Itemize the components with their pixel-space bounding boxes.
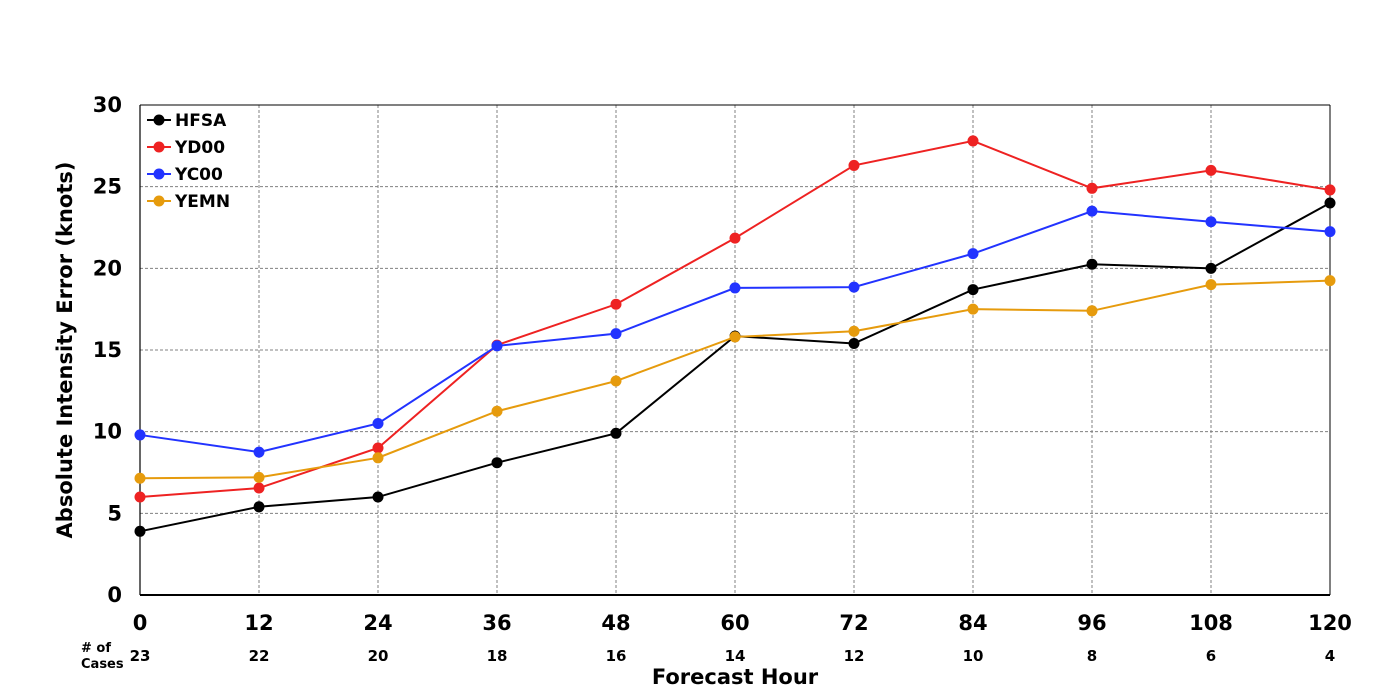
point-yd00 — [134, 491, 146, 503]
point-yd00 — [1205, 164, 1217, 176]
y-tick-label: 5 — [107, 501, 122, 525]
y-tick-label: 10 — [93, 420, 122, 444]
legend: HFSA YD00 YC00 YEMN — [147, 111, 230, 212]
point-yemn — [848, 325, 860, 337]
point-hfsa — [1324, 197, 1336, 209]
x-tick-label: 36 — [482, 611, 511, 635]
case-count-label: 10 — [963, 647, 984, 665]
point-hfsa — [967, 284, 979, 296]
point-yc00 — [491, 340, 503, 352]
legend-marker — [153, 195, 165, 207]
legend-marker — [153, 114, 165, 126]
point-hfsa — [1205, 262, 1217, 274]
point-yemn — [729, 331, 741, 343]
point-yemn — [1324, 275, 1336, 287]
y-tick-label: 30 — [93, 93, 122, 117]
tick-label-layer: 0510152025300231222242036184816601472128… — [93, 93, 1352, 665]
series-line-yd00 — [139, 139, 1331, 498]
point-yc00 — [610, 328, 622, 340]
y-axis-title: Absolute Intensity Error (knots) — [53, 162, 77, 539]
point-yemn — [610, 375, 622, 387]
case-count-label: 8 — [1087, 647, 1097, 665]
case-count-label: 12 — [844, 647, 865, 665]
point-yd00 — [610, 298, 622, 310]
y-tick-label: 15 — [93, 338, 122, 362]
point-yd00 — [253, 482, 265, 494]
point-yc00 — [848, 281, 860, 293]
y-tick-label: 25 — [93, 175, 122, 199]
point-hfsa — [848, 337, 860, 349]
legend-marker — [153, 168, 165, 180]
case-count-label: 22 — [249, 647, 270, 665]
y-tick-label: 0 — [107, 583, 122, 607]
point-yc00 — [729, 282, 741, 294]
cases-label-line1: # of — [81, 641, 111, 656]
cases-label-line2: Cases — [81, 657, 124, 672]
point-yemn — [253, 471, 265, 483]
x-tick-label: 48 — [601, 611, 630, 635]
point-hfsa — [372, 491, 384, 503]
series-layer — [134, 135, 1336, 537]
x-tick-label: 0 — [133, 611, 148, 635]
case-count-label: 23 — [130, 647, 151, 665]
point-yemn — [967, 303, 979, 315]
point-yc00 — [1086, 205, 1098, 217]
point-yc00 — [253, 446, 265, 458]
point-yd00 — [729, 232, 741, 244]
legend-label: YD00 — [174, 138, 225, 158]
point-yd00 — [1086, 182, 1098, 194]
grid-layer — [140, 105, 1330, 595]
case-count-label: 6 — [1206, 647, 1216, 665]
case-count-label: 14 — [725, 647, 746, 665]
point-hfsa — [491, 457, 503, 469]
x-tick-label: 84 — [958, 611, 987, 635]
case-count-label: 4 — [1325, 647, 1335, 665]
point-yc00 — [372, 418, 384, 429]
x-tick-label: 12 — [244, 611, 273, 635]
legend-marker — [153, 141, 165, 153]
point-yemn — [372, 452, 384, 464]
x-tick-label: 108 — [1189, 611, 1233, 635]
point-yemn — [134, 472, 146, 484]
legend-label: HFSA — [175, 111, 227, 131]
point-yemn — [1086, 305, 1098, 317]
point-yc00 — [967, 248, 979, 260]
case-count-label: 16 — [606, 647, 627, 665]
x-tick-label: 24 — [363, 611, 392, 635]
point-yc00 — [134, 429, 146, 441]
point-yd00 — [372, 442, 384, 454]
point-yc00 — [1205, 216, 1217, 228]
case-count-label: 18 — [487, 647, 508, 665]
legend-label: YC00 — [174, 165, 223, 185]
point-hfsa — [134, 525, 146, 537]
point-yemn — [491, 405, 503, 417]
point-yemn — [1205, 279, 1217, 291]
point-yd00 — [1324, 184, 1336, 196]
point-yd00 — [967, 135, 979, 147]
x-tick-label: 120 — [1308, 611, 1352, 635]
case-count-label: 20 — [368, 647, 389, 665]
point-hfsa — [1086, 258, 1098, 270]
x-tick-label: 60 — [720, 611, 749, 635]
point-hfsa — [253, 501, 265, 513]
point-yc00 — [1324, 226, 1336, 238]
point-yd00 — [848, 159, 860, 171]
axes-layer — [139, 104, 1331, 596]
x-tick-label: 72 — [839, 611, 868, 635]
legend-label: YEMN — [174, 192, 230, 212]
y-tick-label: 20 — [93, 256, 122, 280]
x-tick-label: 96 — [1077, 611, 1106, 635]
x-axis-title: Forecast Hour — [652, 665, 819, 689]
point-hfsa — [610, 427, 622, 439]
